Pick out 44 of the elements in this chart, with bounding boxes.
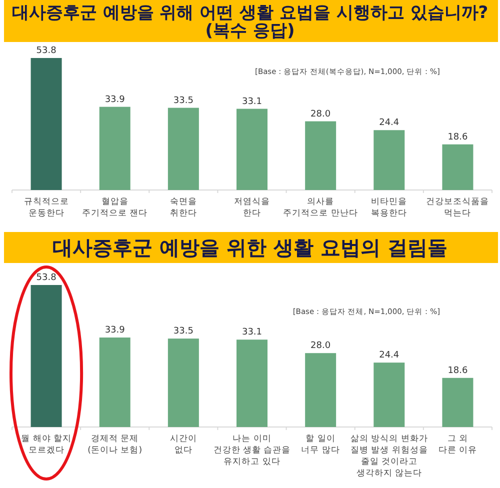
data-label: 33.5 <box>173 326 194 337</box>
data-label: 53.8 <box>36 273 57 283</box>
chart-title: 대사증후군 예방을 위해 어떤 생활 요법을 시행하고 있습니까? (복수 응답) <box>12 3 488 42</box>
x-tick-label: 나는 이미 건강한 생활 습관을 유지하고 있다 <box>213 434 291 467</box>
x-tick-label: 할 일이 너무 많다 <box>301 434 340 456</box>
bar <box>305 121 336 190</box>
x-tick-label: 비타민을 복용한다 <box>371 197 408 218</box>
x-tick-label: 경제적 문제 (돈이나 보험) <box>88 434 142 456</box>
bar <box>30 58 62 190</box>
x-tick-label: 뭘 해야 할지 모르겠다 <box>21 434 72 456</box>
bar <box>236 340 268 427</box>
data-label: 28.0 <box>310 109 331 120</box>
x-tick-label: 의사를 주기적으로 만난다 <box>283 197 358 218</box>
data-label: 33.1 <box>242 96 262 107</box>
x-tick-label: 규칙적으로 운동한다 <box>24 197 69 218</box>
bar <box>99 338 130 427</box>
bar <box>168 338 199 427</box>
data-label: 53.8 <box>36 46 57 56</box>
x-tick-label: 그 외 다른 이유 <box>438 434 478 456</box>
bar <box>30 285 62 427</box>
x-tick-label: 저염식을 한다 <box>234 197 270 218</box>
x-tick-label: 시간이 없다 <box>170 434 197 456</box>
bar <box>305 353 336 427</box>
x-tick-label: 건강보조식품을 먹는다 <box>426 197 490 218</box>
bar <box>236 108 268 190</box>
bar <box>374 130 405 190</box>
bar <box>442 378 474 427</box>
data-label: 33.9 <box>104 94 126 105</box>
data-label: 24.4 <box>379 118 400 128</box>
bar <box>374 362 405 427</box>
data-label: 18.6 <box>448 366 468 376</box>
data-label: 33.9 <box>104 326 126 336</box>
bar <box>99 106 130 190</box>
data-label: 33.5 <box>173 96 194 106</box>
x-tick-label: 숙면을 취한다 <box>170 197 197 218</box>
bar <box>168 108 199 190</box>
data-label: 24.4 <box>379 350 400 361</box>
data-label: 33.1 <box>242 328 262 338</box>
x-tick-label: 삶의 방식의 변화가 질병 발생 위험성을 줄일 것이라고 생각하지 않는다 <box>350 434 428 478</box>
data-label: 18.6 <box>448 132 468 142</box>
data-label: 28.0 <box>310 341 331 352</box>
x-tick-label: 혈압을 주기적으로 잰다 <box>82 197 148 218</box>
bar <box>442 144 474 190</box>
chart-title: 대사증후군 예방을 위한 생활 요법의 걸림돌 <box>52 236 448 260</box>
